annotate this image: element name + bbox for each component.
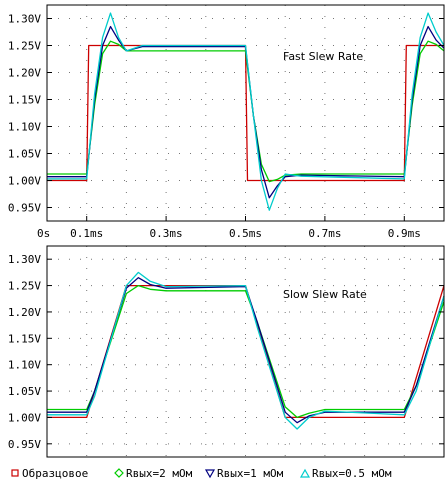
y-tick-label: 1.30V (8, 13, 41, 26)
x-tick-label: 0s (37, 227, 50, 240)
legend-label: Rвых=2 мОм (126, 467, 193, 480)
x-tick-label: 0.1ms (70, 227, 103, 240)
y-tick-label: 1.00V (8, 175, 41, 188)
y-tick-label: 1.25V (8, 280, 41, 293)
legend-label: Rвых=0.5 мОм (312, 467, 392, 480)
legend-label: Образцовое (22, 467, 88, 480)
y-tick-label: 0.95V (8, 202, 41, 215)
y-tick-label: 0.95V (8, 438, 41, 451)
x-tick-label: 0.3ms (150, 227, 183, 240)
plot-frame (46, 245, 445, 458)
y-tick-label: 1.05V (8, 385, 41, 398)
chart-annotation: Fast Slew Rate (283, 50, 363, 63)
chart-annotation: Slow Slew Rate (283, 288, 367, 301)
y-tick-label: 1.15V (8, 332, 41, 345)
series-line-4 (47, 271, 445, 430)
legend-marker-triangle-up (299, 468, 311, 478)
y-tick-label: 1.20V (8, 306, 41, 319)
x-tick-label: 0.5ms (229, 227, 262, 240)
y-tick-label: 1.25V (8, 40, 41, 53)
legend-label: Rвых=1 мОм (217, 467, 284, 480)
y-tick-label: 1.15V (8, 94, 41, 107)
y-tick-label: 1.10V (8, 359, 41, 372)
x-tick-label: 0.9ms (388, 227, 421, 240)
series-line-2 (47, 40, 445, 183)
legend-marker-diamond (114, 468, 124, 478)
legend-marker-triangle-down (204, 469, 216, 479)
legend-marker-square (11, 469, 19, 477)
y-tick-label: 1.00V (8, 411, 41, 424)
series-line-3 (47, 25, 445, 199)
series-line-4 (47, 12, 445, 211)
y-tick-label: 1.30V (8, 253, 41, 266)
y-tick-label: 1.20V (8, 67, 41, 80)
y-tick-label: 1.10V (8, 121, 41, 134)
x-tick-label: 0.7ms (308, 227, 341, 240)
series-line-1 (47, 44, 444, 182)
y-tick-label: 1.05V (8, 148, 41, 161)
